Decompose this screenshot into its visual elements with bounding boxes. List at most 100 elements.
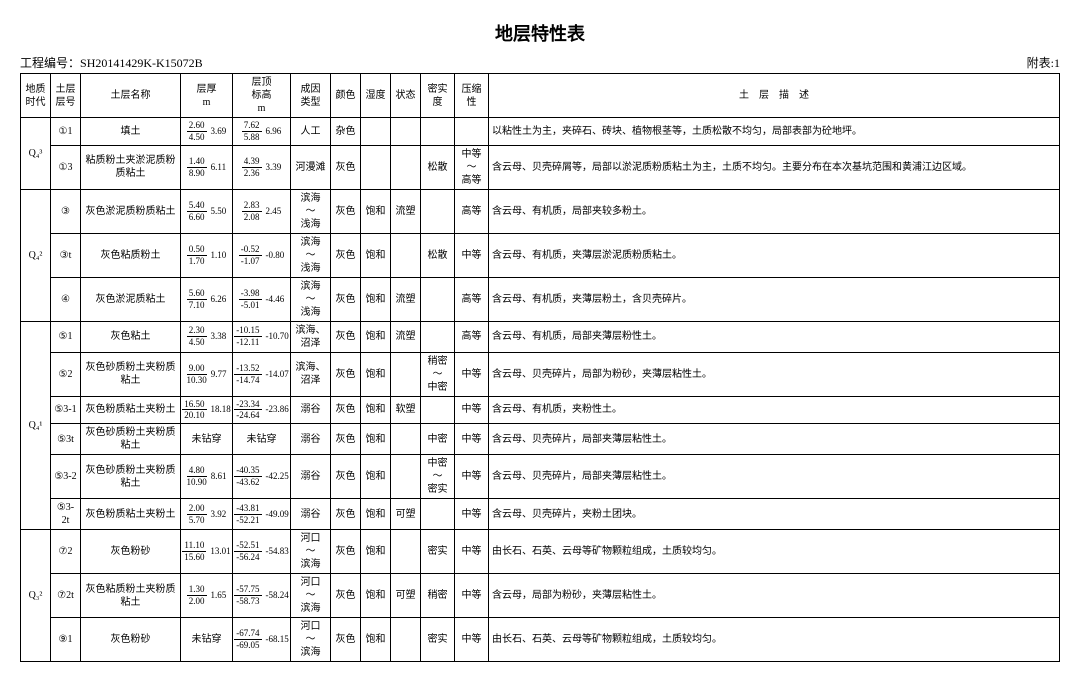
layer-cell: ⑤1 bbox=[51, 321, 81, 352]
state-cell bbox=[391, 233, 421, 277]
table-row: Q₄³①1填土 2.604.50 3.69 7.625.88 6.96 人工杂色… bbox=[21, 118, 1060, 146]
project-no: 工程编号：SH20141429K-K15072B bbox=[20, 54, 203, 71]
desc-cell: 由长石、石英、云母等矿物颗粒组成，土质较均匀。 bbox=[489, 530, 1060, 574]
color-cell: 灰色 bbox=[331, 618, 361, 662]
compress-cell: 中等 bbox=[455, 424, 489, 455]
compress-cell: 中等 bbox=[455, 618, 489, 662]
strata-table: 地质 时代 土层 层号 土层名称 层厚 m 层顶 标高 m 成因 类型 颜色 湿… bbox=[20, 73, 1060, 662]
range-cell: -23.34-24.64 -23.86 bbox=[233, 396, 291, 424]
layer-cell: ⑤3t bbox=[51, 424, 81, 455]
origin-cell: 滨海、沼泽 bbox=[291, 352, 331, 396]
desc-cell: 含云母、有机质，夹薄层粉土，含贝壳碎片。 bbox=[489, 277, 1060, 321]
color-cell: 灰色 bbox=[331, 145, 361, 189]
table-row: ⑤3t灰色砂质粉土夹粉质粘土未钻穿未钻穿溺谷灰色饱和中密中等含云母、贝壳碎片，局… bbox=[21, 424, 1060, 455]
desc-cell: 含云母、贝壳碎片，夹粉土团块。 bbox=[489, 499, 1060, 530]
density-cell: 中密 ～ 密实 bbox=[421, 455, 455, 499]
th-name: 土层名称 bbox=[81, 74, 181, 118]
color-cell: 杂色 bbox=[331, 118, 361, 146]
origin-cell: 滨海 ～ 浅海 bbox=[291, 277, 331, 321]
name-cell: 灰色淤泥质粘土 bbox=[81, 277, 181, 321]
desc-cell: 含云母、贝壳碎片，局部为粉砂，夹薄层粘性土。 bbox=[489, 352, 1060, 396]
origin-cell: 河漫滩 bbox=[291, 145, 331, 189]
compress-cell bbox=[455, 118, 489, 146]
density-cell: 松散 bbox=[421, 233, 455, 277]
density-cell bbox=[421, 321, 455, 352]
humid-cell: 饱和 bbox=[361, 574, 391, 618]
era-cell: Q₃² bbox=[21, 530, 51, 662]
table-row: ⑤3-2灰色砂质粉土夹粉质粘土 4.8010.90 8.61 -40.35-43… bbox=[21, 455, 1060, 499]
humid-cell bbox=[361, 118, 391, 146]
state-cell bbox=[391, 352, 421, 396]
origin-cell: 滨海、沼泽 bbox=[291, 321, 331, 352]
name-cell: 灰色粉砂 bbox=[81, 530, 181, 574]
layer-cell: ⑤3-2t bbox=[51, 499, 81, 530]
origin-cell: 溺谷 bbox=[291, 424, 331, 455]
range-cell: 9.0010.30 9.77 bbox=[181, 352, 233, 396]
origin-cell: 河口 ～ 滨海 bbox=[291, 530, 331, 574]
meta-row: 工程编号：SH20141429K-K15072B 附表:1 bbox=[20, 54, 1060, 71]
th-origin: 成因 类型 bbox=[291, 74, 331, 118]
origin-cell: 河口 ～ 滨海 bbox=[291, 574, 331, 618]
humid-cell: 饱和 bbox=[361, 321, 391, 352]
table-row: ⑤3-2t灰色粉质粘土夹粉土 2.005.70 3.92 -43.81-52.2… bbox=[21, 499, 1060, 530]
range-cell: 5.607.10 6.26 bbox=[181, 277, 233, 321]
table-row: Q₄²③灰色淤泥质粉质粘土 5.406.60 5.50 2.832.08 2.4… bbox=[21, 189, 1060, 233]
state-cell bbox=[391, 455, 421, 499]
table-row: Q₃²⑦2灰色粉砂 11.1015.60 13.01 -52.51-56.24 … bbox=[21, 530, 1060, 574]
density-cell bbox=[421, 118, 455, 146]
layer-cell: ⑤2 bbox=[51, 352, 81, 396]
range-cell: -3.98-5.01 -4.46 bbox=[233, 277, 291, 321]
table-row: ⑦2t灰色粘质粉土夹粉质粘土 1.302.00 1.65 -57.75-58.7… bbox=[21, 574, 1060, 618]
range-cell: -52.51-56.24 -54.83 bbox=[233, 530, 291, 574]
layer-cell: ⑨1 bbox=[51, 618, 81, 662]
table-row: ⑨1灰色粉砂未钻穿 -67.74-69.05 -68.15 河口 ～ 滨海灰色饱… bbox=[21, 618, 1060, 662]
range-cell: -40.35-43.62 -42.25 bbox=[233, 455, 291, 499]
humid-cell: 饱和 bbox=[361, 499, 391, 530]
color-cell: 灰色 bbox=[331, 424, 361, 455]
compress-cell: 中等 ～ 高等 bbox=[455, 145, 489, 189]
color-cell: 灰色 bbox=[331, 189, 361, 233]
desc-cell: 含云母、有机质，夹粉性土。 bbox=[489, 396, 1060, 424]
th-state: 状态 bbox=[391, 74, 421, 118]
range-cell: 7.625.88 6.96 bbox=[233, 118, 291, 146]
name-cell: 灰色粉质粘土夹粉土 bbox=[81, 499, 181, 530]
state-cell bbox=[391, 118, 421, 146]
origin-cell: 溺谷 bbox=[291, 499, 331, 530]
desc-cell: 含云母、贝壳碎片，局部夹薄层粘性土。 bbox=[489, 455, 1060, 499]
density-cell: 稍密 ～ 中密 bbox=[421, 352, 455, 396]
desc-cell: 含云母、有机质，局部夹较多粉土。 bbox=[489, 189, 1060, 233]
humid-cell: 饱和 bbox=[361, 277, 391, 321]
range-cell: 1.408.90 6.11 bbox=[181, 145, 233, 189]
range-cell: 未钻穿 bbox=[181, 618, 233, 662]
desc-cell: 含云母、有机质，夹薄层淤泥质粉质粘土。 bbox=[489, 233, 1060, 277]
desc-cell: 含云母、有机质，局部夹薄层粉性土。 bbox=[489, 321, 1060, 352]
origin-cell: 滨海 ～ 浅海 bbox=[291, 189, 331, 233]
range-cell: 未钻穿 bbox=[233, 424, 291, 455]
state-cell bbox=[391, 530, 421, 574]
color-cell: 灰色 bbox=[331, 233, 361, 277]
table-row: ⑤2灰色砂质粉土夹粉质粘土 9.0010.30 9.77 -13.52-14.7… bbox=[21, 352, 1060, 396]
density-cell: 稍密 bbox=[421, 574, 455, 618]
range-cell: 11.1015.60 13.01 bbox=[181, 530, 233, 574]
th-color: 颜色 bbox=[331, 74, 361, 118]
density-cell bbox=[421, 499, 455, 530]
layer-cell: ⑤3-2 bbox=[51, 455, 81, 499]
range-cell: 4.392.36 3.39 bbox=[233, 145, 291, 189]
era-cell: Q₄³ bbox=[21, 118, 51, 190]
appendix-label: 附表:1 bbox=[1027, 54, 1060, 71]
th-top: 层顶 标高 m bbox=[233, 74, 291, 118]
color-cell: 灰色 bbox=[331, 277, 361, 321]
range-cell: -57.75-58.73 -58.24 bbox=[233, 574, 291, 618]
name-cell: 灰色砂质粉土夹粉质粘土 bbox=[81, 455, 181, 499]
state-cell: 软塑 bbox=[391, 396, 421, 424]
layer-cell: ③ bbox=[51, 189, 81, 233]
th-density: 密实度 bbox=[421, 74, 455, 118]
header-row: 地质 时代 土层 层号 土层名称 层厚 m 层顶 标高 m 成因 类型 颜色 湿… bbox=[21, 74, 1060, 118]
page-title: 地层特性表 bbox=[20, 20, 1060, 46]
state-cell bbox=[391, 145, 421, 189]
color-cell: 灰色 bbox=[331, 530, 361, 574]
name-cell: 灰色粘质粉土 bbox=[81, 233, 181, 277]
desc-cell: 以粘性土为主，夹碎石、砖块、植物根茎等，土质松散不均匀，局部表部为砼地坪。 bbox=[489, 118, 1060, 146]
layer-cell: ③t bbox=[51, 233, 81, 277]
layer-cell: ④ bbox=[51, 277, 81, 321]
